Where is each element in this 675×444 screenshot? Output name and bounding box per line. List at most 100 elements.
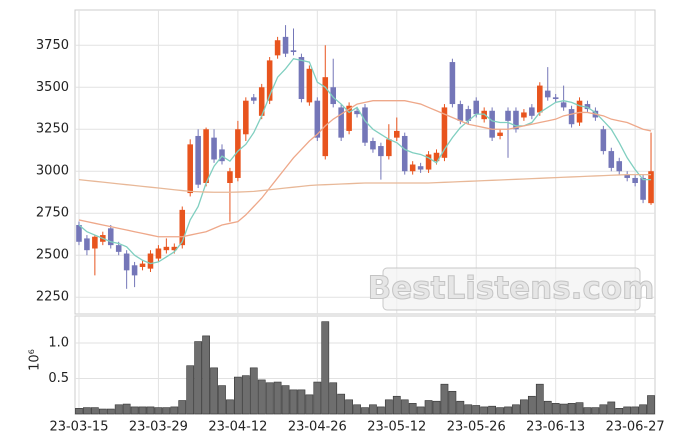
candle-body (274, 40, 281, 56)
volume-bar (289, 389, 298, 415)
x-tick-label: 23-05-26 (447, 420, 506, 435)
volume-bar (567, 403, 576, 415)
candle-body (386, 139, 392, 157)
candle-body (306, 68, 313, 103)
volume-bar (194, 341, 203, 415)
candle-body (123, 253, 130, 271)
watermark: BestListens.com (367, 267, 655, 311)
volume-bar (257, 379, 266, 415)
volume-bar (146, 406, 155, 415)
watermark-text: BestListens.com (368, 271, 655, 307)
volume-bar (488, 405, 496, 415)
candle-body (338, 107, 344, 138)
candle-body (537, 85, 543, 113)
volume-bar (631, 406, 640, 415)
volume-bar (432, 400, 441, 415)
candle-body (330, 87, 336, 105)
volume-bar (551, 403, 560, 415)
candle-body (314, 100, 321, 138)
x-tick-label: 23-04-26 (288, 420, 347, 435)
volume-bar (273, 381, 282, 415)
volume-panel (74, 315, 656, 415)
candle-body (449, 62, 456, 105)
candle-body (346, 105, 352, 131)
y-tick-label: 0.5 (48, 371, 69, 386)
candle-body (584, 104, 591, 110)
candle-body (92, 236, 98, 249)
volume-bar (162, 407, 171, 415)
candle-body (219, 149, 225, 162)
candle-body (417, 166, 424, 170)
y-tick-label: 2500 (36, 248, 69, 263)
candle-body (298, 57, 305, 100)
y-tick-label: 3250 (36, 122, 69, 137)
volume-bar (90, 407, 99, 415)
moving-average-line (78, 100, 652, 238)
volume-bar (377, 406, 385, 415)
candle-body (187, 144, 193, 194)
x-tick-label: 23-04-12 (208, 420, 267, 435)
candle-body (409, 164, 416, 172)
candle-body (624, 174, 630, 178)
candle-body (473, 100, 480, 115)
candle-body (290, 50, 297, 52)
volume-bar (210, 367, 218, 415)
volume-bar (496, 407, 504, 415)
volume-bar (400, 399, 409, 415)
volume-bar (130, 406, 139, 415)
volume-bar (138, 406, 147, 415)
x-tick-label: 23-03-29 (129, 420, 188, 435)
watermark-box (382, 267, 641, 311)
candle-body (227, 171, 233, 183)
volume-bar (384, 399, 393, 415)
volume-bar (122, 403, 131, 415)
volume-bar (321, 321, 330, 415)
volume-bar (83, 407, 91, 415)
volume-bar (408, 403, 417, 415)
candle-body (147, 253, 154, 269)
candle-body (497, 132, 503, 136)
volume-bar (361, 407, 369, 415)
candle-body (362, 107, 368, 143)
candle-body (258, 87, 265, 116)
volume-bar (647, 395, 655, 415)
candle-body (370, 141, 376, 150)
candle-body (632, 177, 638, 183)
volume-scale-label: 10⁶ (28, 349, 43, 371)
candle-body (608, 151, 615, 168)
candle-body (433, 152, 440, 162)
volume-bar (543, 400, 552, 415)
x-tick-label: 23-06-27 (606, 420, 665, 435)
candle-body (322, 77, 329, 157)
candle-body (521, 112, 527, 118)
candle-body (489, 110, 495, 138)
candle-body (243, 100, 249, 135)
candle-body (195, 135, 201, 185)
y-tick-label: 3750 (36, 38, 69, 53)
volume-bar (241, 375, 250, 415)
volume-bar (353, 404, 361, 415)
y-tick-label: 3000 (36, 164, 69, 179)
candle-body (544, 90, 551, 98)
volume-bar (186, 365, 195, 415)
candle-body (84, 238, 90, 251)
candle-body (401, 135, 408, 172)
candle-body (505, 110, 511, 121)
volume-bar (440, 383, 449, 415)
volume-bar (281, 385, 290, 415)
volume-bar (591, 407, 600, 415)
candle-body (266, 60, 273, 101)
x-tick-label: 23-03-15 (49, 420, 108, 435)
volume-bar (535, 383, 544, 415)
volume-bar (297, 389, 306, 415)
volume-bar (329, 382, 338, 415)
volume-bar (504, 406, 512, 415)
volume-bar (639, 404, 647, 415)
volume-bar (424, 400, 433, 415)
volume-bar (480, 406, 489, 415)
volume-bar (345, 399, 353, 415)
y-tick-label: 3500 (36, 80, 69, 95)
candle-body (76, 224, 82, 242)
volume-bar (313, 381, 322, 415)
